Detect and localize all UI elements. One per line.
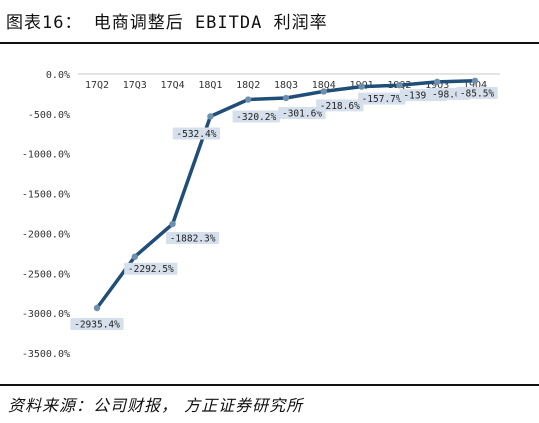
x-tick-label: 17Q4 xyxy=(161,80,185,91)
y-tick-label: -3000.0% xyxy=(22,309,70,320)
data-label-box xyxy=(232,110,280,123)
x-tick-label: 17Q3 xyxy=(123,80,147,91)
data-label: -157.7% xyxy=(357,92,406,105)
data-label: -2935.4% xyxy=(70,317,124,330)
y-tick-label: -500.0% xyxy=(28,110,70,121)
data-label-text: -2292.5% xyxy=(128,264,174,275)
bottom-divider xyxy=(0,384,539,386)
source-note: 资料来源：公司财报， 方正证券研究所 xyxy=(8,396,304,415)
data-label: -2292.5% xyxy=(124,262,178,275)
data-label-box xyxy=(456,86,498,99)
series-markers xyxy=(93,77,479,312)
data-label-text: -2935.4% xyxy=(74,319,120,330)
data-label-text: -1882.3% xyxy=(170,234,216,245)
data-labels: -2935.4% -2292.5% -1882.3% -532.4% -320.2% -3… xyxy=(70,86,498,330)
data-label-text: -85.5% xyxy=(460,88,495,99)
data-label: -218.6% xyxy=(316,99,364,112)
data-point xyxy=(320,88,327,95)
data-label-text: -157.7% xyxy=(362,94,402,105)
data-label-box xyxy=(124,262,178,275)
x-tick-label: 18Q1 xyxy=(198,80,222,91)
y-tick-label: -1000.0% xyxy=(22,150,70,161)
y-axis: 0.0% -500.0% -1000.0% -1500.0% -2000.0% -2500… xyxy=(22,70,70,360)
data-point xyxy=(282,94,290,102)
data-label-box xyxy=(278,107,326,120)
data-label-text: -301.6% xyxy=(282,109,322,120)
y-tick-label: -2000.0% xyxy=(22,229,70,240)
data-label: -85.5% xyxy=(456,86,498,99)
data-label: -320.2% xyxy=(232,110,280,123)
data-point xyxy=(396,81,403,89)
x-tick-label: 17Q2 xyxy=(85,80,109,91)
data-point xyxy=(93,304,101,312)
data-label-text: -218.6% xyxy=(320,101,360,112)
x-tick-label: 18Q2 xyxy=(236,80,260,91)
data-label: -301.6% xyxy=(278,107,326,120)
data-point xyxy=(169,220,176,228)
data-label-box xyxy=(357,92,406,105)
data-label-box xyxy=(70,317,124,330)
data-label: -1882.3% xyxy=(166,232,220,245)
data-label-box xyxy=(316,99,364,112)
figure-title: 图表16： 电商调整后 EBITDA 利润率 xyxy=(6,13,328,33)
data-point xyxy=(471,77,479,85)
x-tick-label: 18Q4 xyxy=(312,80,336,91)
top-divider xyxy=(0,42,539,44)
data-point xyxy=(131,253,138,260)
data-label: -532.4% xyxy=(172,127,221,140)
y-tick-label: -2500.0% xyxy=(22,269,70,280)
y-tick-label: -3500.0% xyxy=(22,349,70,360)
y-tick-label: 0.0% xyxy=(46,70,70,81)
data-point xyxy=(245,96,252,103)
x-tick-label: 19Q3 xyxy=(425,80,449,91)
chart: 0.0% -500.0% -1000.0% -1500.0% -2000.0% -2500… xyxy=(22,70,500,360)
data-label-text: -532.4% xyxy=(176,129,216,140)
data-label-text: -98.6% xyxy=(432,89,467,100)
x-tick-label: 19Q4 xyxy=(463,80,487,91)
data-label-box xyxy=(166,232,220,245)
y-tick-label: -1500.0% xyxy=(22,190,70,201)
data-point xyxy=(434,78,441,86)
data-label-text: -320.2% xyxy=(236,112,276,123)
data-label-box xyxy=(172,127,221,140)
x-tick-label: 18Q3 xyxy=(274,80,298,91)
data-point xyxy=(358,83,365,90)
data-point xyxy=(207,113,214,120)
data-label-text: -139.9% xyxy=(403,91,443,102)
